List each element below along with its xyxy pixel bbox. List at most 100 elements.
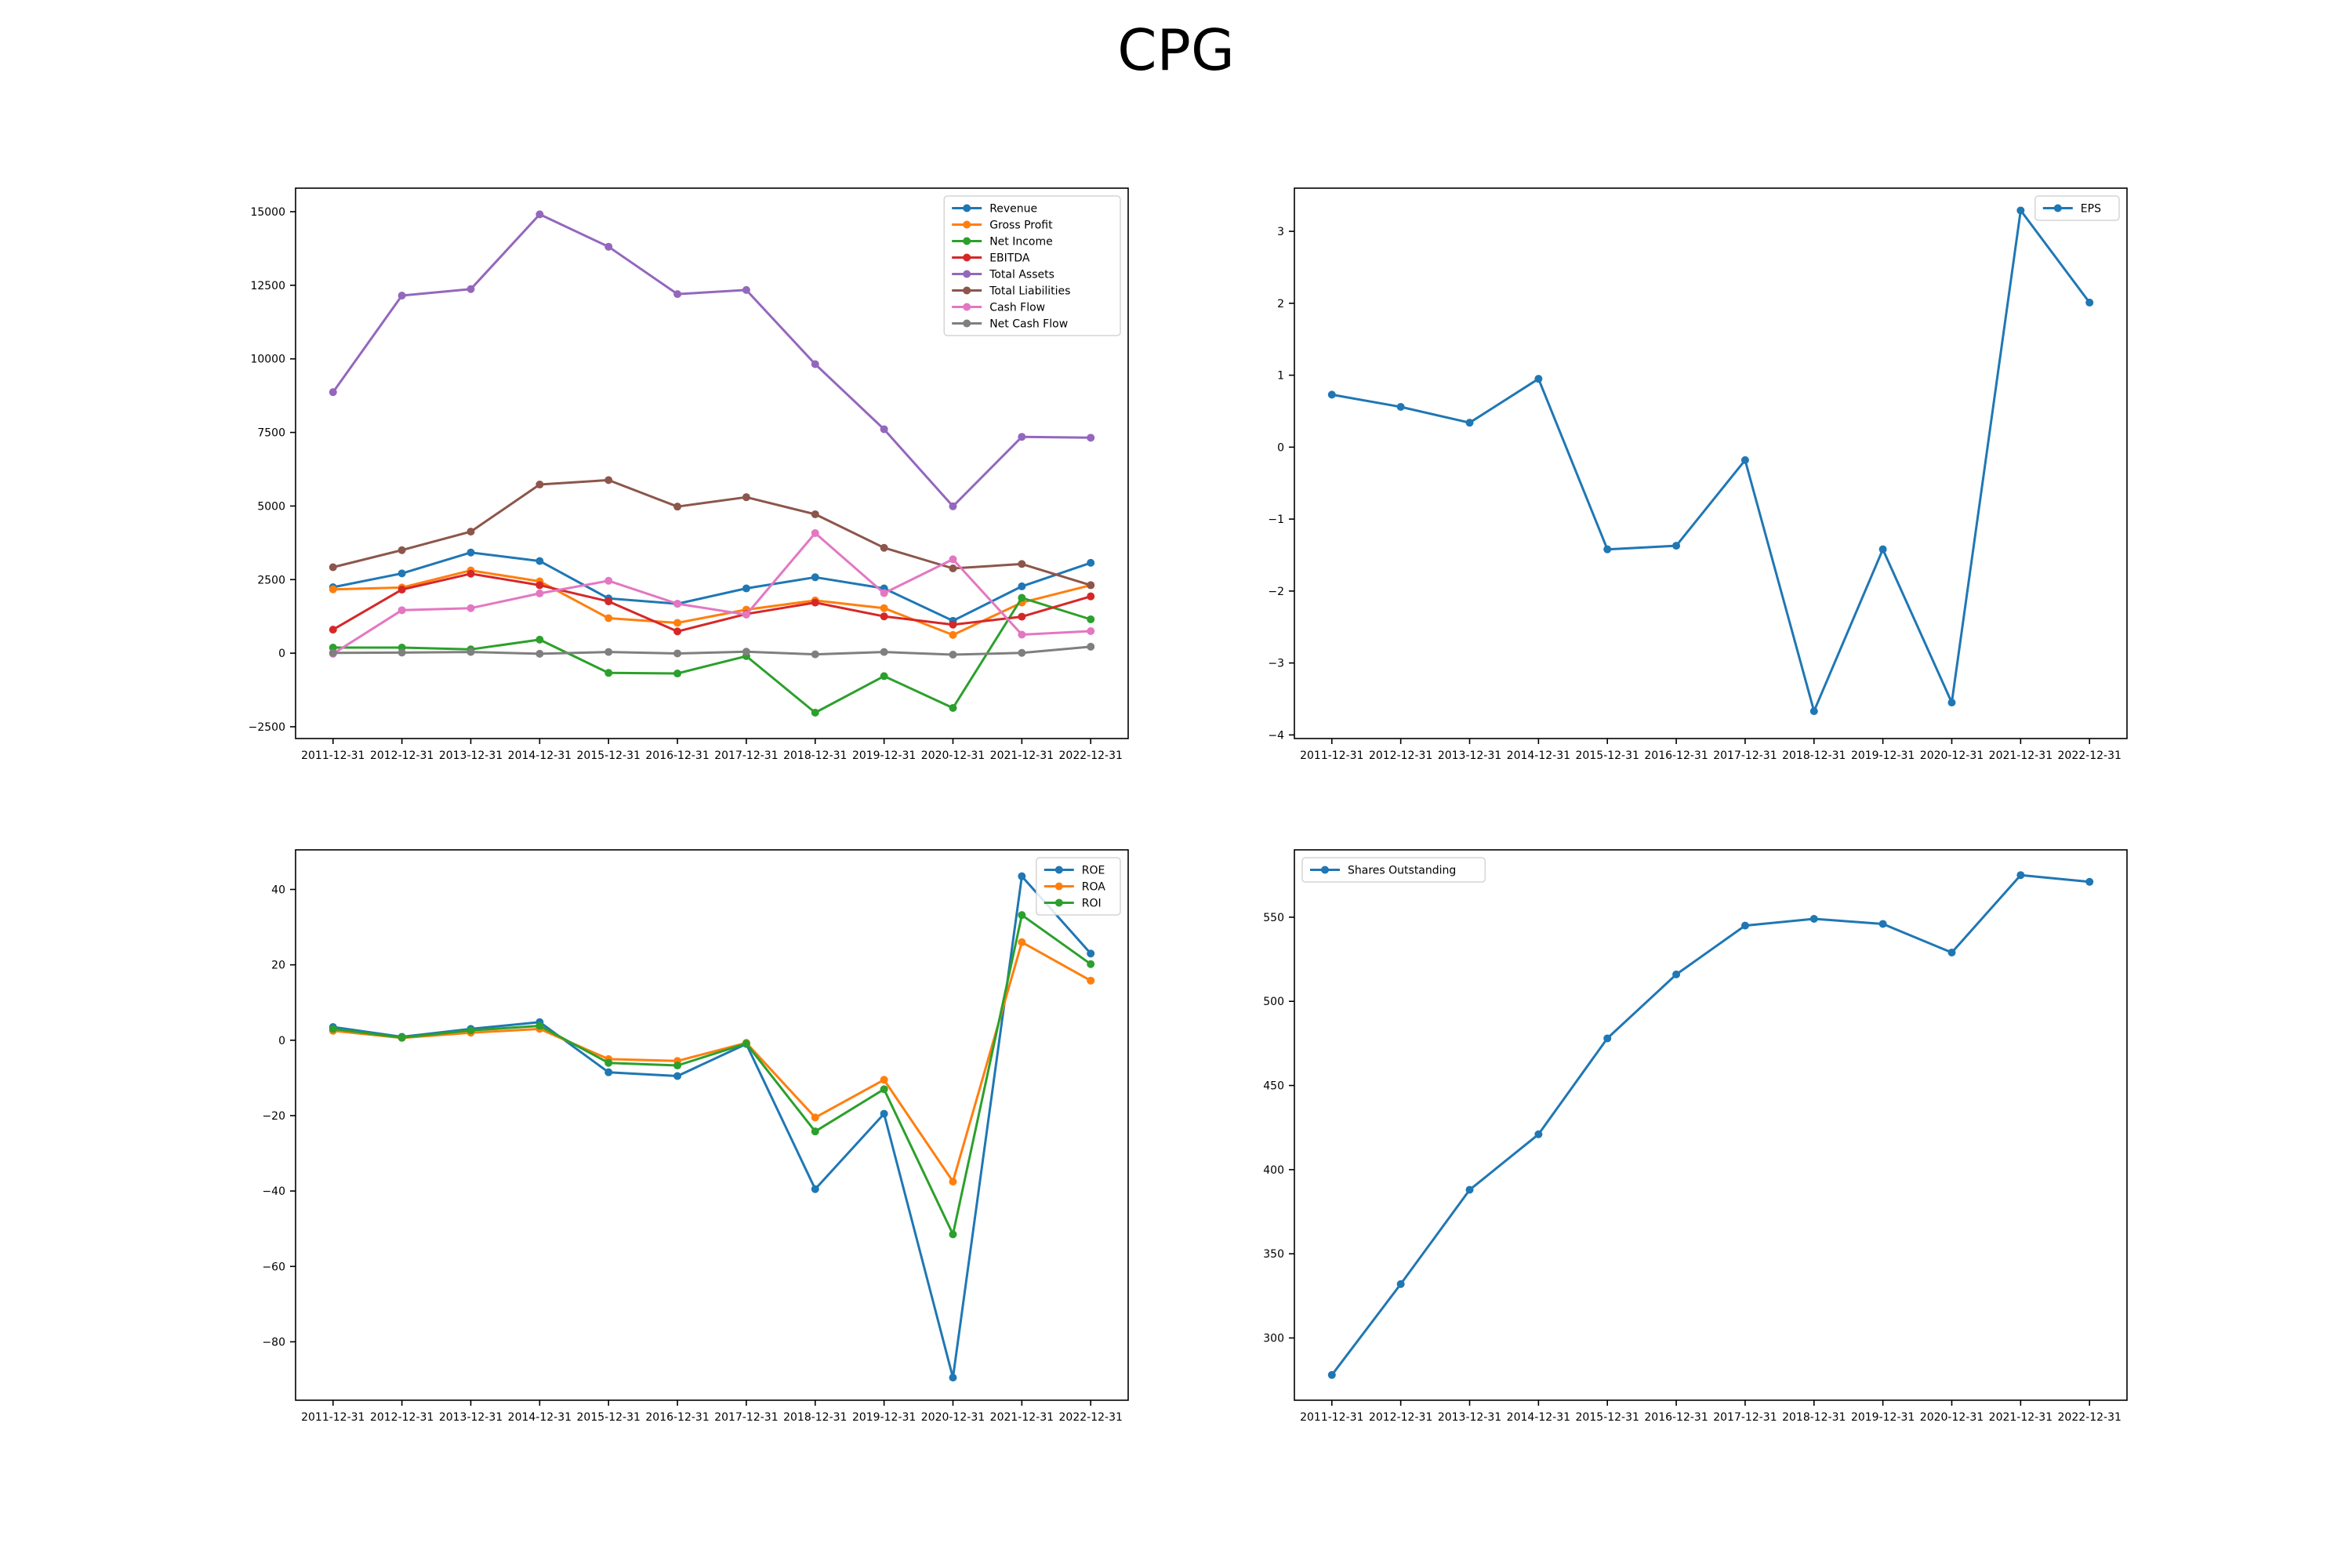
data-point xyxy=(604,597,613,606)
legend-label: EBITDA xyxy=(989,252,1030,265)
data-point xyxy=(949,651,957,659)
data-point xyxy=(673,1062,682,1070)
x-tick-label: 2017-12-31 xyxy=(714,1411,778,1424)
data-point xyxy=(673,290,682,299)
x-tick-label: 2019-12-31 xyxy=(1851,1411,1915,1424)
legend-box xyxy=(1301,857,1486,883)
x-tick-label: 2022-12-31 xyxy=(1059,1411,1123,1424)
series-gross-profit xyxy=(328,566,1095,639)
data-point xyxy=(604,1058,613,1067)
x-tick-label: 2021-12-31 xyxy=(1989,1411,2053,1424)
data-point xyxy=(1603,545,1612,554)
data-point xyxy=(673,619,682,627)
data-point xyxy=(466,648,475,656)
legend-label: Net Income xyxy=(989,236,1053,249)
data-point xyxy=(2016,206,2025,215)
legend-label: Shares Outstanding xyxy=(1348,865,1456,877)
series-line xyxy=(332,597,1091,714)
x-tick-label: 2017-12-31 xyxy=(1713,1411,1777,1424)
x-tick-label: 2016-12-31 xyxy=(645,750,709,762)
data-point xyxy=(1947,699,1956,707)
x-tick-label: 2022-12-31 xyxy=(1059,750,1123,762)
data-point xyxy=(1087,615,1095,623)
x-tick-label: 2017-12-31 xyxy=(714,750,778,762)
x-tick-label: 2013-12-31 xyxy=(439,1411,503,1424)
data-point xyxy=(1672,542,1681,550)
y-tick-label: −3 xyxy=(1268,658,1284,670)
data-point xyxy=(535,649,544,658)
y-tick-label: 7500 xyxy=(257,427,285,440)
x-tick-label: 2012-12-31 xyxy=(370,1411,434,1424)
data-point xyxy=(742,493,750,502)
legend-marker xyxy=(1054,866,1063,874)
series-total-assets xyxy=(328,210,1095,510)
data-point xyxy=(604,614,613,622)
data-point xyxy=(535,210,544,219)
data-point xyxy=(811,1127,819,1136)
y-tick-label: −40 xyxy=(262,1185,285,1198)
data-point xyxy=(2085,877,2094,886)
data-point xyxy=(397,606,406,615)
data-point xyxy=(397,292,406,300)
data-point xyxy=(328,388,337,397)
data-point xyxy=(1809,915,1818,924)
series-line xyxy=(332,212,1091,508)
x-tick-label: 2022-12-31 xyxy=(2058,750,2122,762)
x-tick-label: 2016-12-31 xyxy=(1644,1411,1708,1424)
data-point xyxy=(1018,433,1026,441)
y-tick-label: 3 xyxy=(1277,226,1284,238)
y-tick-label: 500 xyxy=(1263,996,1284,1008)
series-roi xyxy=(328,911,1095,1239)
data-point xyxy=(880,648,888,656)
x-tick-label: 2012-12-31 xyxy=(370,750,434,762)
data-point xyxy=(1087,960,1095,968)
chart-shares-outstanding: 300 350 400 450 500 550 2011-12-31 2012-12-31 20… xyxy=(1263,849,2128,1424)
legend-marker xyxy=(963,237,971,245)
x-tick-label: 2014-12-31 xyxy=(508,750,572,762)
data-point xyxy=(397,569,406,578)
data-point xyxy=(880,612,888,621)
legend-label: Revenue xyxy=(989,203,1037,216)
legend-label: Total Liabilities xyxy=(989,285,1070,298)
data-point xyxy=(1878,545,1887,554)
data-point xyxy=(1018,630,1026,639)
data-point xyxy=(811,1113,819,1122)
legend-marker xyxy=(963,220,971,229)
data-point xyxy=(604,242,613,251)
data-point xyxy=(535,557,544,565)
data-point xyxy=(1087,626,1095,635)
data-point xyxy=(811,528,819,537)
data-point xyxy=(949,1178,957,1186)
x-tick-label: 2019-12-31 xyxy=(1851,750,1915,762)
x-tick-label: 2020-12-31 xyxy=(921,1411,985,1424)
y-tick-label: −80 xyxy=(262,1336,285,1348)
legend-marker xyxy=(1054,898,1063,907)
x-tick-label: 2011-12-31 xyxy=(301,750,365,762)
legend-marker xyxy=(963,303,971,311)
legend-marker xyxy=(963,286,971,295)
x-tick-label: 2018-12-31 xyxy=(1782,750,1846,762)
legend: ROE ROA ROI xyxy=(1036,857,1121,916)
data-point xyxy=(880,543,888,552)
y-tick-label: 40 xyxy=(271,884,285,896)
y-tick-label: 2 xyxy=(1277,298,1284,310)
series-line xyxy=(332,569,1091,637)
x-tick-label: 2020-12-31 xyxy=(1920,750,1984,762)
data-point xyxy=(673,503,682,511)
y-tick-label: −20 xyxy=(262,1110,285,1123)
data-point xyxy=(466,548,475,557)
data-point xyxy=(880,425,888,434)
data-point xyxy=(1087,558,1095,567)
data-point xyxy=(397,586,406,594)
x-tick-label: 2019-12-31 xyxy=(852,750,916,762)
chart-financials: −2500 0 2500 5000 7500 10000 12500 15000 2011-12… xyxy=(249,187,1129,762)
data-point xyxy=(1878,920,1887,928)
series-line xyxy=(1331,209,2091,713)
data-point xyxy=(397,546,406,554)
x-tick-label: 2014-12-31 xyxy=(508,1411,572,1424)
y-tick-label: −60 xyxy=(262,1261,285,1273)
data-point xyxy=(604,576,613,585)
page-title: CPG xyxy=(1117,17,1235,83)
data-point xyxy=(880,604,888,612)
